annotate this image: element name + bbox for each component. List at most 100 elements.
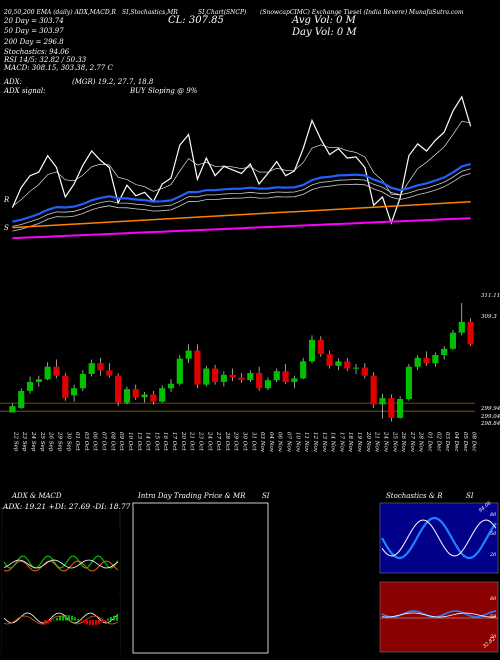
macd-hist-bar [104,620,106,621]
date-label-6: 30 Sep [65,432,71,452]
date-label-30: 06 Nov [277,432,283,453]
date-label-35: 13 Nov [321,432,327,453]
ema200-line [12,217,471,240]
candle-body-20 [185,350,192,359]
candle-body-24 [220,374,227,382]
macd-hist-bar [47,620,49,624]
date-label-11: 08 Oct [109,432,115,451]
date-label-26: 30 Oct [242,432,248,451]
date-label-50: 04 Dec [453,432,459,452]
candle-body-28 [256,373,263,389]
stoch-tick-50: 50 [490,531,497,537]
macd-hist-bar [62,615,64,621]
macd-hist-bar [53,619,55,621]
macd-hist-bar [68,615,70,621]
date-label-34: 12 Nov [312,432,318,453]
adx-minus-di [3,560,119,572]
date-label-49: 03 Dec [444,432,450,452]
candle-body-49 [441,348,448,356]
candle-body-11 [106,370,113,376]
candle-body-25 [229,374,236,378]
candle-body-48 [432,355,439,364]
candle-body-5 [53,366,60,376]
intraday-si: SI [262,492,270,500]
date-labels: 22 Sep 23 Sep 24 Sep 25 Sep 26 Sep 29 Sep 30 S… [12,431,476,453]
date-label-36: 14 Nov [330,432,336,453]
support-label: S [4,224,9,232]
date-label-9: 06 Oct [92,432,98,451]
date-label-8: 03 Oct [83,432,89,451]
buy-signal-label: BUY Sloping @ 9% [130,87,198,95]
macd-hist-bar [50,620,52,622]
date-label-19: 20 Oct [180,431,186,451]
date-label-14: 13 Oct [136,432,142,451]
candle-body-27 [247,373,254,381]
date-label-28: 03 Nov [259,432,265,453]
candle-body-16 [150,394,157,402]
stoch-k-line [381,516,497,560]
ema50-label: 50 Day = 303.97 [4,27,64,35]
macd-hist-bar [89,620,91,626]
panel-lines [3,516,498,626]
candle-body-1 [18,390,25,408]
date-label-12: 09 Oct [118,432,124,451]
date-label-43: 25 Nov [391,431,397,453]
candle-body-30 [273,371,280,381]
price-label-4: 298.84 [480,421,500,427]
candle-body-32 [291,378,298,382]
candle-body-36 [326,354,333,366]
candle-body-26 [238,377,245,381]
date-label-39: 19 Nov [356,432,362,453]
price-label-0: 311.11 [481,293,500,299]
date-label-32: 10 Nov [294,432,300,453]
stochastics-panel [379,502,499,653]
stoch-d-line [381,519,497,557]
macd-hist-bar [101,620,103,623]
adx-line [3,559,119,569]
candle-body-2 [26,381,34,391]
candle-body-22 [203,368,210,385]
rsi-tick-80: 80 [490,596,497,602]
day-vol-label: Day Vol: 0 M [292,27,357,38]
date-label-2: 24 Sep [30,431,36,452]
resistance-label: R [4,196,10,204]
adx-label: ADX: [4,78,23,86]
date-label-22: 24 Oct [206,431,212,451]
candle-body-6 [62,375,69,399]
candle-body-42 [379,398,386,405]
candle-body-35 [317,339,324,355]
macd-hist-bar [56,617,58,621]
stoch-tick-20: 20 [490,552,497,558]
header-line1c: SI,Chart(SNCP) [198,9,247,16]
date-label-4: 26 Sep [48,431,54,452]
date-label-20: 21 Oct [189,431,195,451]
stoch-title: Stochastics & R [386,492,443,500]
date-label-46: 28 Nov [418,431,424,453]
date-label-15: 14 Oct [145,432,151,451]
macd-hist-bar [77,619,79,621]
date-label-48: 02 Dec [435,432,441,452]
macd-hist-bar [83,620,85,624]
date-label-27: 31 Oct [250,432,256,451]
candle-body-50 [449,332,457,349]
candle-body-8 [79,373,86,389]
candle-body-9 [88,363,95,374]
date-label-29: 04 Nov [268,432,274,453]
date-label-18: 17 Oct [171,432,177,451]
stoch-si: SI [466,492,474,500]
price-label-2: 299.94 [480,406,500,412]
ema20b-line [12,168,471,227]
rsi-tick-50: 50 [490,614,497,620]
candle-body-0 [9,406,16,413]
date-label-16: 15 Oct [153,432,159,451]
candle-body-34 [308,339,316,362]
candle-body-10 [97,363,104,371]
macd-signal [3,615,119,625]
date-label-25: 29 Oct [233,431,239,451]
candle-body-43 [388,398,395,418]
date-label-10: 07 Oct [101,432,107,451]
ema20-label: 20 Day = 303.74 [4,17,64,25]
macd-hist-bar [110,617,112,621]
date-label-52: 08 Dec [471,432,477,452]
macd-hist-bar [80,620,82,622]
